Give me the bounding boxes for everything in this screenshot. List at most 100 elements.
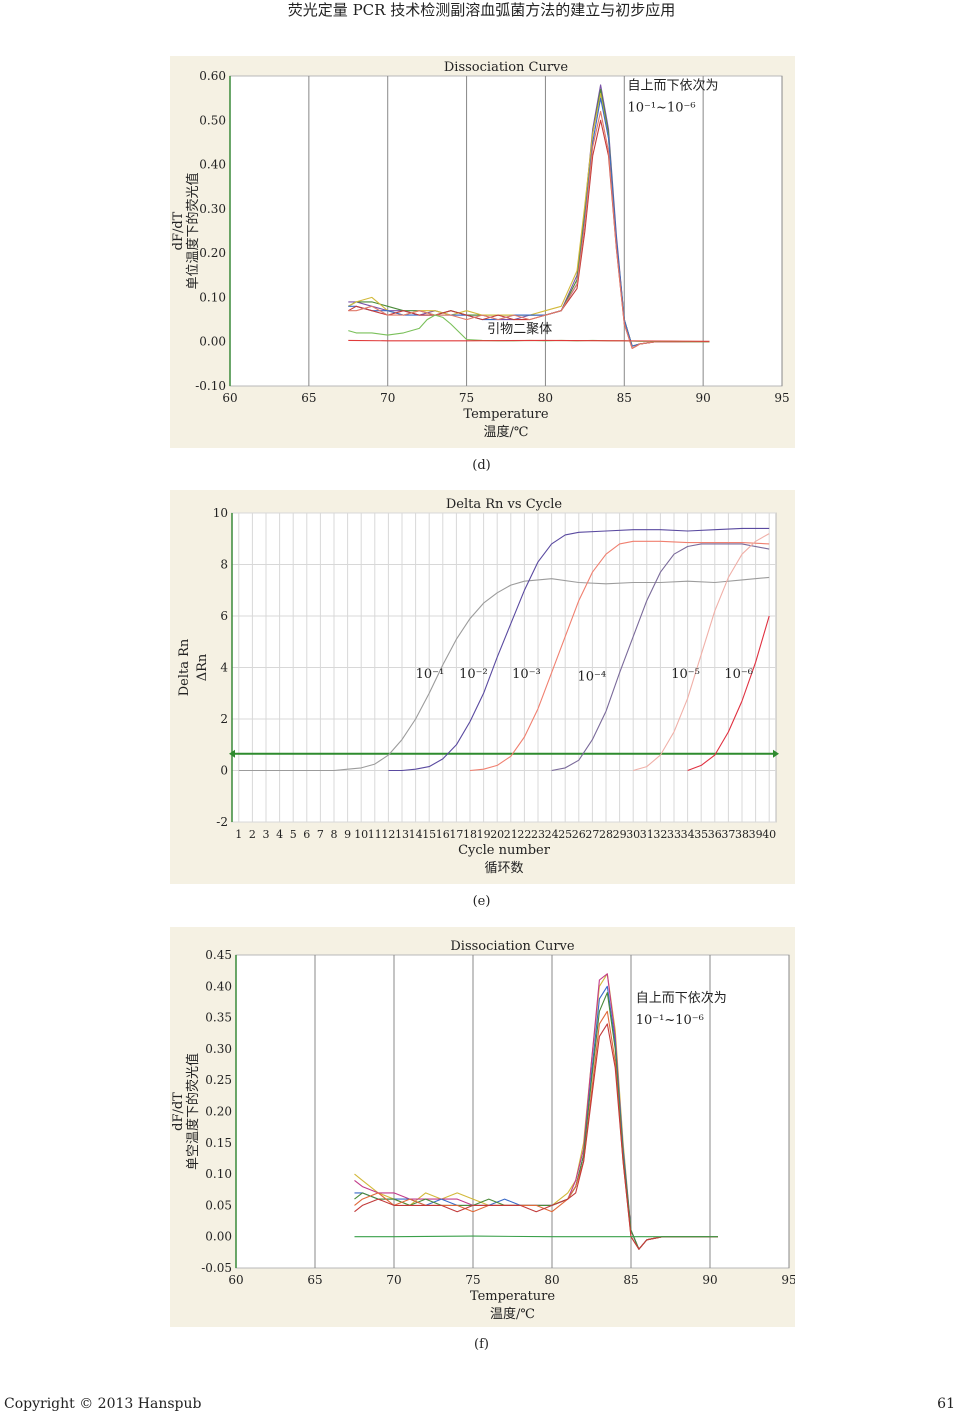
y-axis-label: Delta Rn xyxy=(177,638,192,696)
y-axis-label-delta: ΔRn xyxy=(195,653,210,681)
y-tick-label: 0.45 xyxy=(205,948,232,962)
x-tick-label: 30 xyxy=(626,828,640,841)
y-tick-label: 0.15 xyxy=(205,1136,232,1150)
y-tick-label: 10 xyxy=(213,506,228,520)
annotation-6: 10⁻⁶ xyxy=(724,667,753,682)
x-tick-label: 65 xyxy=(307,1273,322,1287)
x-axis-label: Temperature xyxy=(463,407,548,422)
x-axis-label-cn: 温度/℃ xyxy=(490,1306,535,1322)
y-axis-label-cn: 单位温度下的荧光值 xyxy=(185,172,201,289)
annotation-4: 10⁻⁴ xyxy=(577,669,606,684)
x-tick-label: 27 xyxy=(585,828,599,841)
y-tick-label: 0.20 xyxy=(199,246,226,260)
caption-d: (d) xyxy=(472,458,491,473)
y-axis-label-cn: 单空温度下的荧光值 xyxy=(185,1053,201,1170)
x-tick-label: 36 xyxy=(708,828,722,841)
annotation-1: 自上而下依次为 xyxy=(636,990,727,1006)
caption-e: (e) xyxy=(472,894,491,909)
x-tick-label: 9 xyxy=(344,828,351,841)
series-line-6 xyxy=(687,615,770,772)
x-tick-label: 12 xyxy=(381,828,395,841)
series-line-4 xyxy=(551,543,770,772)
x-tick-label: 5 xyxy=(290,828,297,841)
y-tick-label: 0.10 xyxy=(199,290,226,304)
y-tick-label: 0.00 xyxy=(205,1230,232,1244)
x-tick-label: 25 xyxy=(558,828,572,841)
x-tick-label: 2 xyxy=(249,828,256,841)
page-number: 61 xyxy=(937,1396,955,1412)
x-tick-label: 90 xyxy=(702,1273,717,1287)
annotation-2: 10⁻¹~10⁻⁶ xyxy=(636,1013,704,1028)
y-tick-label: 0 xyxy=(220,764,228,778)
y-tick-label: -0.10 xyxy=(195,379,226,393)
y-tick-label: 0.05 xyxy=(205,1198,232,1212)
x-tick-label: 75 xyxy=(459,391,474,405)
copyright-text: Copyright © 2013 Hanspub xyxy=(4,1396,202,1412)
x-tick-label: 19 xyxy=(477,828,491,841)
y-tick-label: 0.20 xyxy=(205,1105,232,1119)
x-tick-label: 6 xyxy=(303,828,310,841)
x-tick-label: 38 xyxy=(735,828,749,841)
threshold-marker-left xyxy=(229,749,235,758)
x-tick-label: 85 xyxy=(623,1273,638,1287)
x-tick-label: 1 xyxy=(235,828,242,841)
plot-area xyxy=(229,75,783,387)
x-tick-label: 65 xyxy=(301,391,316,405)
x-tick-label: 75 xyxy=(465,1273,480,1287)
y-tick-label: 0.40 xyxy=(199,158,226,172)
x-tick-label: 34 xyxy=(681,828,695,841)
x-tick-label: 15 xyxy=(422,828,436,841)
x-tick-label: 18 xyxy=(463,828,477,841)
x-tick-label: 95 xyxy=(774,391,789,405)
x-tick-label: 24 xyxy=(545,828,559,841)
series-line-3 xyxy=(469,540,770,772)
x-tick-label: 70 xyxy=(386,1273,401,1287)
x-tick-label: 60 xyxy=(228,1273,243,1287)
x-tick-label: 7 xyxy=(317,828,324,841)
y-tick-label: 4 xyxy=(220,661,228,675)
annotation-1: 自上而下依次为 xyxy=(627,77,718,93)
series-line-8 xyxy=(348,339,710,342)
series-line-7 xyxy=(354,1235,718,1238)
x-tick-label: 10 xyxy=(354,828,368,841)
y-tick-label: 0.30 xyxy=(199,202,226,216)
annotation-3: 引物二聚体 xyxy=(487,322,552,337)
x-axis-label-cn: 温度/℃ xyxy=(484,424,529,440)
y-tick-label: 6 xyxy=(220,609,228,623)
y-tick-label: 8 xyxy=(220,558,228,572)
x-tick-label: 26 xyxy=(572,828,586,841)
chart-title: Dissociation Curve xyxy=(444,60,569,75)
x-tick-label: 4 xyxy=(276,828,283,841)
series-line-2 xyxy=(388,527,770,772)
y-tick-label: 0.10 xyxy=(205,1167,232,1181)
series-line-6 xyxy=(348,110,710,349)
x-tick-label: 23 xyxy=(531,828,545,841)
y-tick-label: 0.50 xyxy=(199,113,226,127)
y-tick-label: 0.30 xyxy=(205,1042,232,1056)
series-line-1 xyxy=(238,576,770,772)
y-tick-label: -2 xyxy=(216,815,228,829)
figure-e: Delta Rn vs Cycle 1 2 3 4 5 6 7 8 9 10 11 12 13 14 15 16… xyxy=(170,490,795,884)
caption-f: (f) xyxy=(474,1337,489,1352)
x-tick-label: 8 xyxy=(331,828,338,841)
annotation-2: 10⁻¹~10⁻⁶ xyxy=(627,100,695,115)
y-tick-label: 0.25 xyxy=(205,1073,232,1087)
x-tick-label: 80 xyxy=(544,1273,559,1287)
x-tick-label: 13 xyxy=(395,828,409,841)
figure-d: Dissociation Curve 60 65 70 75 80 85 90 95 0.60 0.… xyxy=(170,56,795,448)
figure-f: Dissociation Curve 60 65 70 75 80 85 90 95 0.45 0.… xyxy=(170,927,795,1327)
x-tick-label: 22 xyxy=(517,828,531,841)
y-tick-label: 2 xyxy=(220,712,228,726)
annotation-2: 10⁻² xyxy=(459,667,488,682)
x-tick-label: 31 xyxy=(640,828,654,841)
x-tick-label: 17 xyxy=(449,828,463,841)
x-tick-label: 70 xyxy=(380,391,395,405)
page-header: 荧光定量 PCR 技术检测副溶血弧菌方法的建立与初步应用 xyxy=(287,1,676,19)
x-tick-label: 21 xyxy=(504,828,518,841)
x-tick-label: 16 xyxy=(436,828,450,841)
x-tick-label: 3 xyxy=(263,828,270,841)
x-tick-label: 14 xyxy=(409,828,423,841)
x-tick-label: 85 xyxy=(617,391,632,405)
x-tick-label: 80 xyxy=(538,391,553,405)
